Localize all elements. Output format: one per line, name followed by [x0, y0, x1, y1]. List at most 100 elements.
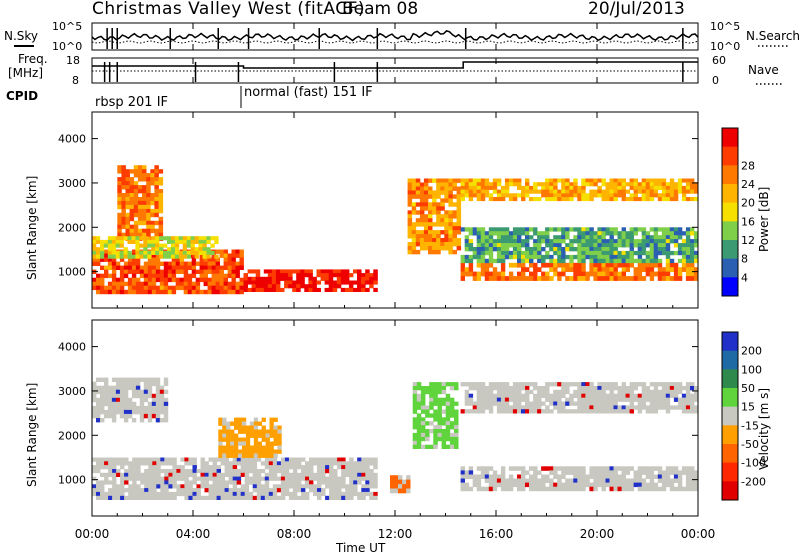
heatmap-cell — [621, 239, 626, 244]
heatmap-cell — [593, 386, 598, 391]
heatmap-cell — [252, 465, 258, 470]
heatmap-cell — [605, 397, 610, 402]
heatmap-cell — [240, 491, 246, 497]
heatmap-cell — [517, 474, 522, 479]
heatmap-cell — [525, 382, 530, 387]
heatmap-cell — [549, 247, 554, 252]
heatmap-cell — [92, 393, 97, 399]
heatmap-cell — [104, 265, 109, 270]
heatmap-cell — [204, 495, 209, 500]
heatmap-cell — [569, 393, 574, 398]
heatmap-cell — [333, 461, 338, 466]
heatmap-cell — [104, 491, 109, 497]
heatmap-cell — [216, 480, 221, 485]
heatmap-cell — [164, 461, 169, 466]
heatmap-cell — [227, 261, 232, 266]
heatmap-cell — [296, 284, 301, 289]
heatmap-cell — [609, 466, 614, 471]
heatmap-cell — [146, 173, 151, 178]
heatmap-cell — [103, 239, 109, 244]
heatmap-cell — [444, 210, 449, 215]
heatmap-cell — [557, 389, 562, 395]
heatmap-cell — [436, 206, 441, 211]
heatmap-cell — [653, 254, 659, 260]
heatmap-cell — [317, 472, 322, 477]
heatmap-cell — [597, 189, 602, 194]
heatmap-cell — [508, 397, 514, 402]
heatmap-cell — [621, 189, 626, 194]
heatmap-cell — [553, 466, 558, 471]
heatmap-cell — [589, 189, 594, 194]
heatmap-cell — [605, 474, 610, 479]
heatmap-cell — [533, 393, 538, 398]
heatmap-cell — [569, 243, 574, 248]
heatmap-cell — [99, 250, 105, 255]
heatmap-cell — [621, 231, 626, 236]
heatmap-cell — [677, 250, 683, 256]
heatmap-cell — [333, 457, 338, 462]
heatmap-cell — [661, 474, 667, 479]
heatmap-cell — [143, 239, 148, 244]
heatmap-cell — [460, 189, 465, 194]
heatmap-cell — [115, 377, 121, 382]
heatmap-cell — [132, 484, 137, 489]
heatmap-cell — [545, 276, 550, 281]
heatmap-cell — [129, 193, 135, 198]
heatmap-cell — [657, 235, 663, 240]
heatmap-cell — [163, 250, 168, 255]
heatmap-cell — [117, 189, 122, 194]
heatmap-cell — [496, 197, 502, 202]
heatmap-cell — [261, 417, 266, 422]
heatmap-cell — [163, 289, 169, 295]
heatmap-cell — [349, 495, 354, 500]
heatmap-cell — [569, 254, 574, 260]
heatmap-cell — [629, 239, 634, 244]
heatmap-cell — [541, 258, 546, 264]
heatmap-cell — [407, 194, 413, 199]
heatmap-cell — [284, 469, 290, 474]
heatmap-cell — [537, 250, 542, 256]
heatmap-cell — [120, 488, 125, 493]
heatmap-cell — [146, 220, 151, 226]
heatmap-cell — [206, 247, 211, 252]
heatmap-cell — [146, 204, 151, 210]
heatmap-cell — [96, 418, 101, 423]
heatmap-cell — [240, 472, 246, 477]
heatmap-cell — [508, 474, 514, 479]
heatmap-cell — [452, 238, 457, 243]
heatmap-cell — [690, 227, 695, 232]
heatmap-cell — [123, 397, 129, 403]
heatmap-cell — [135, 239, 140, 244]
heatmap-cell — [297, 495, 302, 500]
heatmap-cell — [184, 469, 189, 474]
colorbar-swatch — [722, 369, 738, 389]
heatmap-cell — [199, 253, 204, 258]
heatmap-cell — [593, 482, 598, 488]
heatmap-cell — [573, 482, 578, 488]
heatmap-cell — [119, 413, 125, 419]
heatmap-cell — [472, 227, 478, 232]
heatmap-cell — [264, 480, 270, 485]
heatmap-cell — [96, 465, 101, 470]
heatmap-cell — [309, 469, 314, 474]
heatmap-cell — [645, 405, 651, 410]
heatmap-cell — [649, 271, 655, 277]
heatmap-cell — [601, 267, 606, 272]
heatmap-cell — [673, 239, 679, 244]
heatmap-cell — [508, 393, 514, 398]
heatmap-cell — [545, 271, 550, 277]
heatmap-cell — [468, 466, 474, 471]
heatmap-cell — [452, 222, 457, 227]
heatmap-cell — [92, 465, 97, 470]
heatmap-cell — [625, 389, 630, 395]
x-tick-label: 04:00 — [176, 527, 211, 541]
heatmap-cell — [673, 393, 679, 398]
heatmap-cell — [207, 289, 212, 295]
heatmap-cell — [669, 193, 675, 198]
heatmap-cell — [617, 474, 622, 479]
heatmap-cell — [131, 381, 137, 387]
heatmap-cell — [665, 231, 671, 236]
heatmap-cell — [240, 488, 246, 493]
heatmap-cell — [633, 239, 638, 244]
